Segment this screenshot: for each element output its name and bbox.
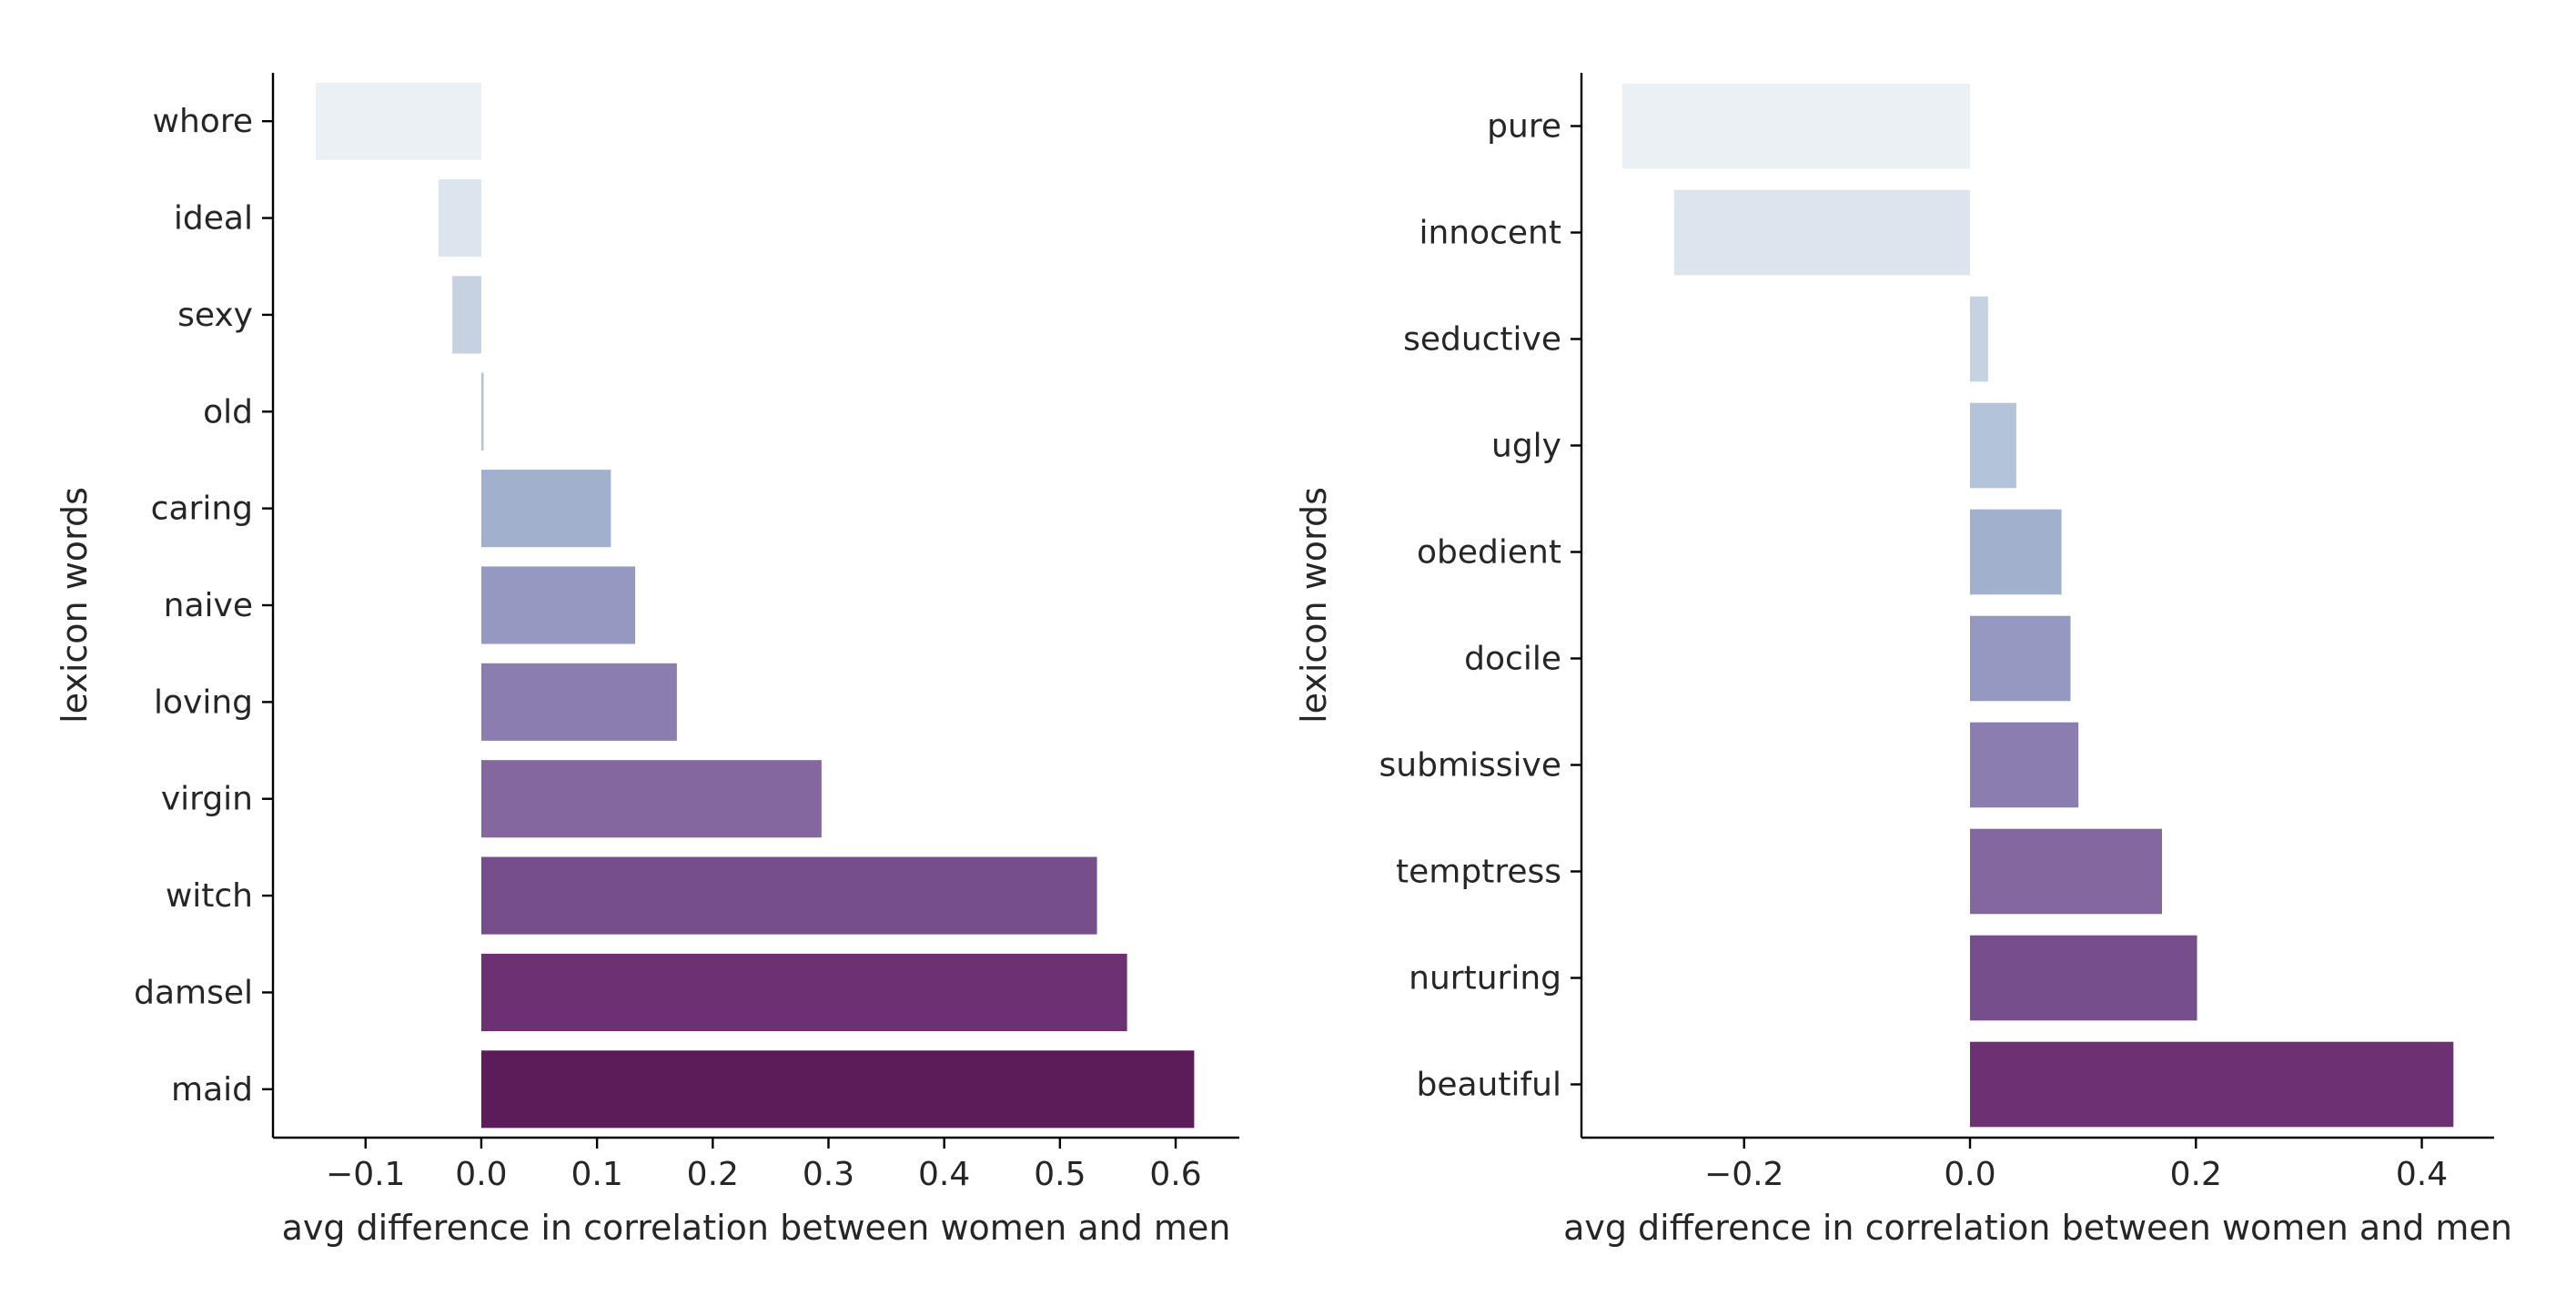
xtick-label: 0.0	[1944, 1156, 1995, 1193]
ytick-label-innocent: innocent	[1419, 215, 1561, 252]
bar-ideal	[438, 179, 481, 258]
ytick-label-temptress: temptress	[1396, 854, 1561, 891]
bar-beautiful	[1970, 1041, 2454, 1128]
ytick-label-ideal: ideal	[174, 200, 253, 238]
right-bar-chart: pure innocent seductive ugly obedient docile s…	[1294, 73, 2512, 1248]
bar-whore	[316, 82, 481, 160]
xtick-label: 0.1	[571, 1156, 622, 1193]
ytick-label-whore: whore	[153, 103, 253, 140]
bar-nurturing	[1970, 935, 2197, 1021]
xtick-label: −0.2	[1704, 1156, 1783, 1193]
bar-seductive	[1970, 296, 1988, 382]
y-axis-label: lexicon words	[1294, 487, 1334, 724]
xtick-label: 0.2	[2170, 1156, 2222, 1193]
bar-obedient	[1970, 509, 2062, 595]
ytick-label-nurturing: nurturing	[1409, 960, 1561, 997]
xtick-label: 0.2	[687, 1156, 739, 1193]
ytick-label-old: old	[203, 393, 253, 430]
bar-docile	[1970, 615, 2071, 702]
ytick-label-loving: loving	[154, 683, 253, 721]
xtick-label: 0.4	[2396, 1156, 2448, 1193]
ytick-label-sexy: sexy	[177, 297, 253, 334]
xtick-label: 0.5	[1034, 1156, 1086, 1193]
bar-submissive	[1970, 722, 2079, 808]
bar-innocent	[1673, 189, 1971, 276]
bar-virgin	[480, 760, 822, 838]
xtick-label: 0.4	[918, 1156, 970, 1193]
ytick-label-ugly: ugly	[1491, 428, 1561, 465]
x-axis-label: avg difference in correlation between wo…	[1563, 1208, 2512, 1248]
ytick-label-submissive: submissive	[1379, 747, 1561, 785]
xtick-label: 0.3	[803, 1156, 854, 1193]
bar-naive	[480, 566, 636, 644]
ytick-label-obedient: obedient	[1417, 534, 1561, 572]
ytick-label-seductive: seductive	[1403, 321, 1561, 359]
ytick-label-caring: caring	[151, 491, 253, 528]
ytick-label-pure: pure	[1487, 108, 1561, 146]
bar-sexy	[452, 276, 481, 354]
ytick-label-naive: naive	[164, 587, 253, 624]
ytick-label-docile: docile	[1464, 641, 1561, 678]
ytick-label-witch: witch	[166, 877, 253, 915]
bar-witch	[480, 856, 1097, 935]
bar-caring	[480, 470, 611, 548]
left-bar-chart: whore ideal sexy old caring naive loving virgin…	[55, 73, 1239, 1248]
ytick-label-beautiful: beautiful	[1417, 1067, 1562, 1104]
bar-temptress	[1970, 828, 2163, 915]
bar-pure	[1621, 83, 1971, 169]
bar-old	[480, 372, 484, 451]
bar-maid	[480, 1050, 1195, 1129]
bar-ugly	[1970, 402, 2016, 489]
xtick-label: −0.1	[326, 1156, 405, 1193]
xtick-label: 0.6	[1149, 1156, 1201, 1193]
x-axis-label: avg difference in correlation between wo…	[282, 1208, 1231, 1248]
bar-loving	[480, 663, 677, 741]
ytick-label-damsel: damsel	[134, 974, 253, 1011]
bar-damsel	[480, 953, 1127, 1031]
xtick-label: 0.0	[455, 1156, 507, 1193]
ytick-label-virgin: virgin	[161, 781, 253, 818]
y-axis-label: lexicon words	[55, 487, 95, 724]
ytick-label-maid: maid	[171, 1071, 253, 1109]
